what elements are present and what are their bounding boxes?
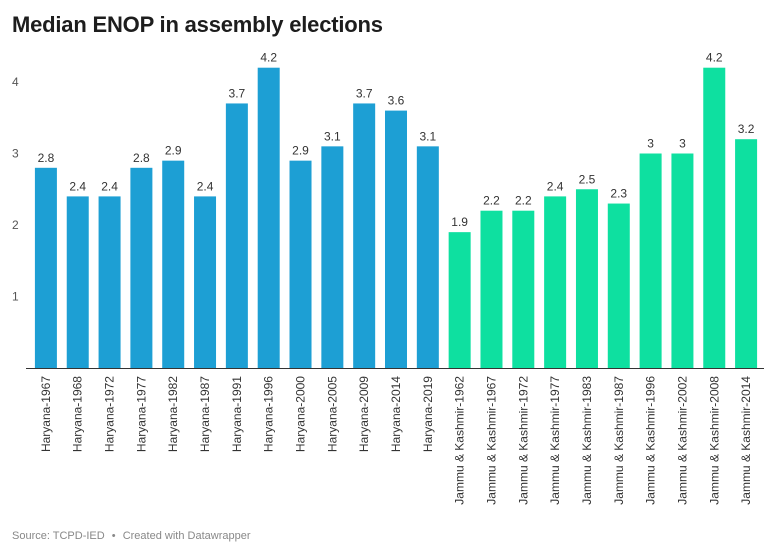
x-tick-label: Haryana-1968 [71,376,85,452]
x-tick-label: Haryana-1987 [198,376,212,452]
bar-haryana [353,103,376,368]
bar-haryana [34,167,57,368]
y-tick-label: 2 [12,218,19,232]
bars [34,67,758,368]
bar-value-label: 3.2 [738,122,755,136]
x-tick-label: Haryana-2009 [357,376,371,452]
y-axis: 1 2 3 4 [12,75,19,304]
bar-haryana [225,103,248,368]
bar-value-label: 2.5 [579,172,596,186]
bar-value-label: 2.8 [38,151,55,165]
x-tick-label: Jammu & Kashmir-1996 [644,376,658,505]
x-tick-label: Haryana-1982 [166,376,180,452]
bar-value-label: 2.4 [547,179,564,193]
bar-value-label: 3.6 [388,94,405,108]
bar-value-label: 2.9 [292,144,309,158]
bar-jammu-kashmir [448,232,471,368]
bar-value-label: 2.2 [515,194,532,208]
x-tick-label: Jammu & Kashmir-2002 [675,376,689,505]
x-tick-label: Haryana-1991 [230,376,244,452]
value-labels: 2.8 2.4 2.4 2.8 2.9 2.4 3.7 4.2 2.9 3.1 3.7 3.6 3.1 1… [38,51,755,229]
x-tick-label: Jammu & Kashmir-1962 [453,376,467,505]
bar-haryana [66,196,89,368]
x-tick-label: Haryana-1967 [39,376,53,452]
x-tick-label: Jammu & Kashmir-1967 [484,376,498,505]
x-tick-label: Haryana-2014 [389,376,403,452]
bar-haryana [416,146,439,368]
y-tick-label: 4 [12,75,19,89]
bar-value-label: 3.7 [229,86,246,100]
bar-jammu-kashmir [703,67,726,368]
bar-haryana [257,67,280,368]
x-tick-label: Jammu & Kashmir-1983 [580,376,594,505]
bar-haryana [130,167,153,368]
bar-jammu-kashmir [671,153,694,368]
bar-haryana [321,146,344,368]
bar-value-label: 3.7 [356,86,373,100]
bar-value-label: 4.2 [260,51,277,65]
x-tick-label: Jammu & Kashmir-1972 [516,376,530,505]
bar-haryana [162,160,185,368]
bar-haryana [289,160,312,368]
x-tick-label: Jammu & Kashmir-2008 [707,376,721,505]
x-tick-label: Haryana-2000 [294,376,308,452]
bar-jammu-kashmir [575,189,598,368]
bar-value-label: 4.2 [706,51,723,65]
bar-value-label: 3 [647,137,654,151]
bar-value-label: 3 [679,137,686,151]
y-tick-label: 1 [12,290,19,304]
bar-value-label: 2.2 [483,194,500,208]
x-tick-label: Haryana-1977 [134,376,148,452]
chart-title: Median ENOP in assembly elections [12,12,383,37]
bar-value-label: 1.9 [451,215,468,229]
y-tick-label: 3 [12,147,19,161]
bar-value-label: 2.4 [69,179,86,193]
bar-haryana [385,110,407,368]
bar-value-label: 2.3 [610,187,627,201]
chart-footer: Source: TCPD-IED • Created with Datawrap… [12,530,251,542]
bar-jammu-kashmir [544,196,567,368]
footer-separator: • [111,530,116,542]
x-tick-label: Haryana-1996 [262,376,276,452]
bar-haryana [98,196,121,368]
bar-value-label: 3.1 [324,129,341,143]
x-tick-label: Haryana-2019 [421,376,435,452]
x-tick-label: Haryana-2005 [325,376,339,452]
bar-haryana [194,196,217,368]
bar-value-label: 2.9 [165,144,182,158]
credit-note: Created with Datawrapper [122,530,251,542]
bar-jammu-kashmir [480,210,503,368]
x-tick-label: Jammu & Kashmir-2014 [739,376,753,505]
bar-value-label: 2.4 [197,179,214,193]
bar-jammu-kashmir [512,210,535,368]
bar-jammu-kashmir [735,139,758,368]
source-note: Source: TCPD-IED [12,530,105,542]
bar-value-label: 3.1 [419,129,436,143]
x-tick-label: Jammu & Kashmir-1987 [612,376,626,505]
bar-value-label: 2.4 [101,179,118,193]
bar-jammu-kashmir [639,153,662,368]
x-tick-label: Haryana-1972 [103,376,117,452]
bar-value-label: 2.8 [133,151,150,165]
bar-jammu-kashmir [607,203,630,368]
x-axis: Haryana-1967 Haryana-1968 Haryana-1972 Hary… [39,376,753,505]
x-tick-label: Jammu & Kashmir-1977 [548,376,562,505]
